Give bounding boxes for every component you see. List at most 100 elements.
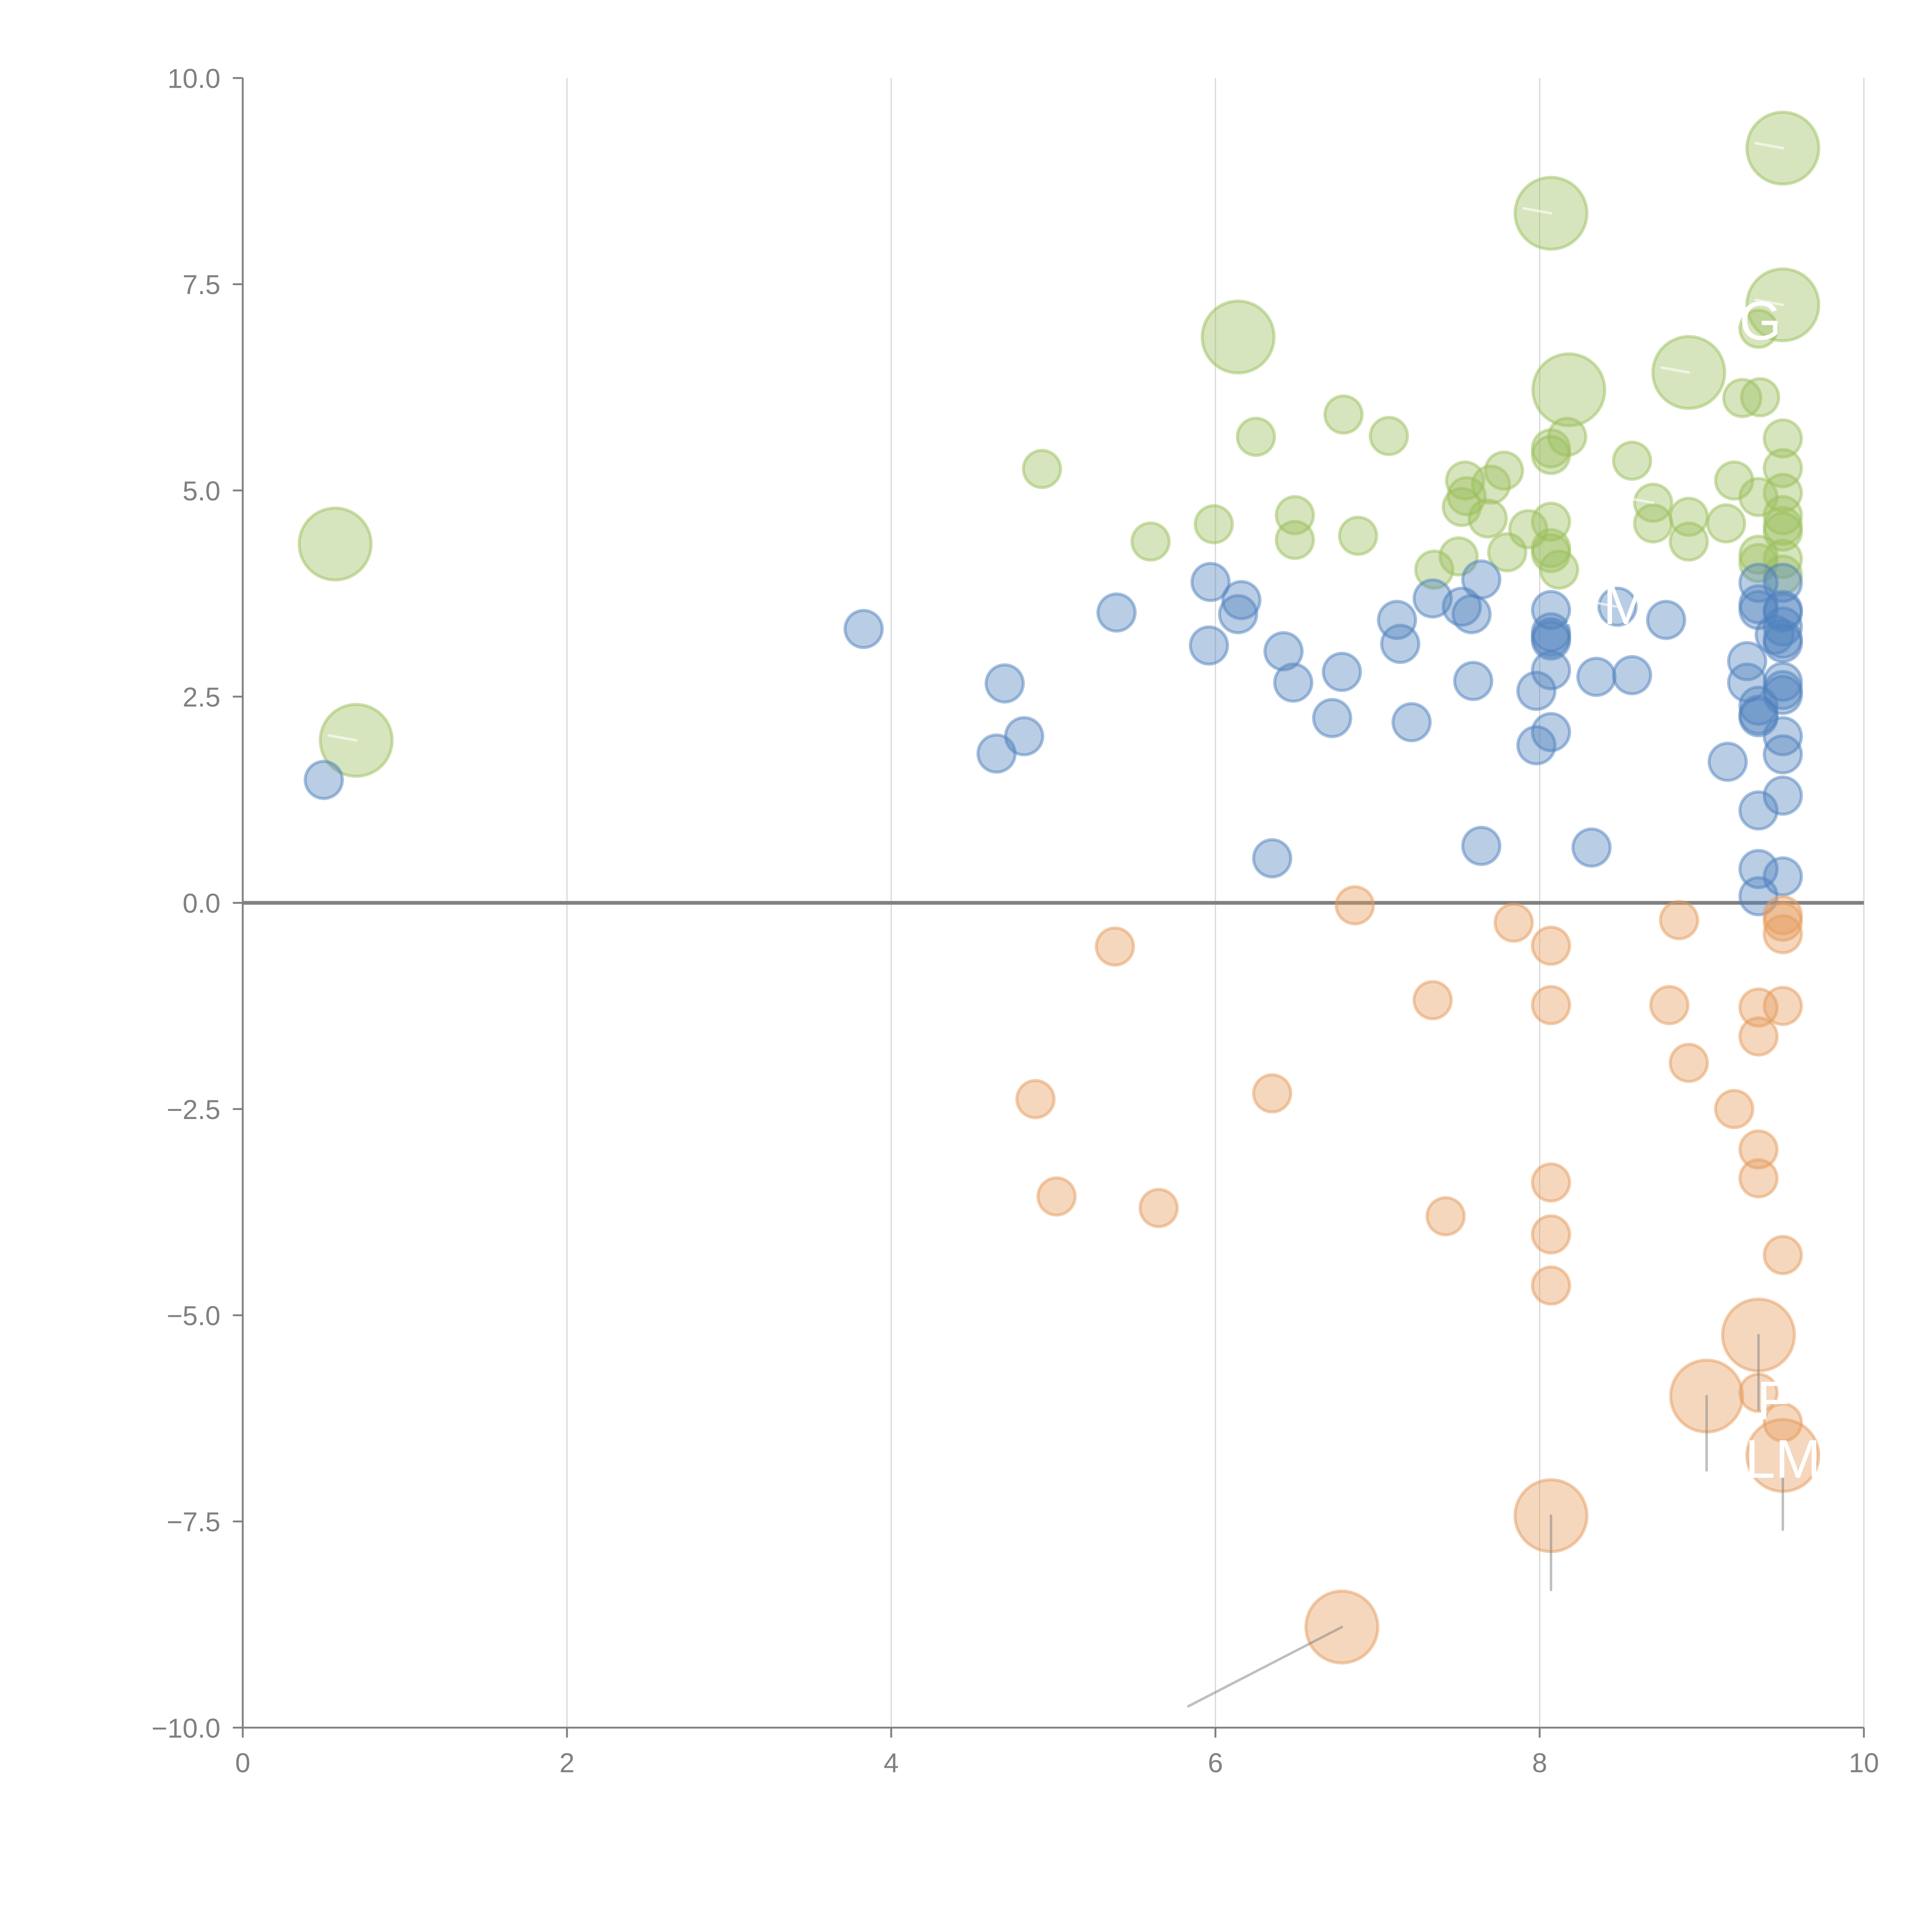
- orange-bubble: [1412, 980, 1453, 1020]
- blue-bubble: [1273, 662, 1313, 703]
- blue-bubble: [1738, 685, 1779, 726]
- x-tick-label: 4: [884, 1748, 899, 1778]
- green-bubble: [1762, 473, 1803, 513]
- orange-bubble: [1762, 914, 1803, 954]
- blue-bubble: [1380, 624, 1420, 664]
- blue-bubble: [1221, 580, 1262, 621]
- blue-bubble: [1461, 559, 1502, 600]
- blue-bubble: [1571, 827, 1612, 868]
- green-bubble: [1275, 520, 1315, 560]
- blue-bubble: [1321, 651, 1362, 692]
- x-tick-label: 2: [560, 1748, 575, 1778]
- x-tick-label: 10: [1849, 1748, 1879, 1778]
- green-bubble: [1547, 417, 1588, 457]
- blue-bubble: [1391, 702, 1432, 743]
- blue-bubble: [1189, 625, 1229, 666]
- point-label: F: [1757, 1370, 1790, 1431]
- orange-bubble: [1252, 1073, 1293, 1114]
- green-bubble: [298, 507, 373, 582]
- green-bubble: [1323, 394, 1364, 435]
- blue-bubble: [1762, 623, 1803, 663]
- blue-bubble: [1531, 712, 1571, 752]
- orange-bubble: [1668, 1043, 1709, 1083]
- x-tick-label: 6: [1208, 1748, 1223, 1778]
- blue-bubble: [1646, 600, 1686, 640]
- orange-bubble: [1738, 1016, 1779, 1057]
- blue-bubble: [1190, 562, 1231, 602]
- orange-bubble: [1531, 1214, 1571, 1255]
- y-tick-label: 10.0: [167, 63, 220, 94]
- x-tick-label: 0: [235, 1748, 250, 1778]
- green-bubble: [1022, 449, 1062, 489]
- blue-bubble: [1461, 826, 1502, 866]
- label-leader-line: [1754, 298, 1784, 306]
- green-bubble: [1531, 352, 1607, 427]
- blue-bubble: [1263, 631, 1304, 672]
- green-bubble: [1414, 549, 1454, 590]
- blue-bubble: [1738, 790, 1779, 831]
- y-tick-label: 7.5: [182, 269, 220, 300]
- label-leader-line: [1660, 366, 1690, 374]
- blue-bubble: [1576, 656, 1617, 697]
- x-axis-ticks: 0 2 4 6 8 10: [235, 1728, 1879, 1778]
- blue-bubble: [1762, 606, 1803, 647]
- orange-bubble: [1649, 985, 1690, 1026]
- orange-bubble: [1762, 901, 1803, 942]
- green-bubble: [1668, 521, 1709, 562]
- orange-bubble: [1659, 900, 1699, 940]
- orange-bubble: [1335, 885, 1375, 926]
- orange-bubble: [1531, 1162, 1571, 1203]
- blue-bubble: [1531, 650, 1571, 690]
- label-leader-line: [328, 734, 358, 742]
- blue-bubble: [1762, 675, 1803, 715]
- label-leader-line: [1589, 600, 1619, 608]
- blue-bubble: [1531, 620, 1571, 661]
- green-bubble: [1236, 417, 1276, 457]
- y-tick-label: −5.0: [167, 1300, 220, 1331]
- green-bubble: [1338, 515, 1378, 556]
- point-label: AM: [1567, 575, 1649, 636]
- green-bubble: [1612, 440, 1652, 481]
- y-tick-label: −2.5: [167, 1094, 220, 1125]
- green-bubble: [1740, 377, 1781, 418]
- point-label: LM: [1745, 1428, 1821, 1489]
- green-bubble: [1369, 416, 1409, 456]
- blue-bubble: [1762, 856, 1803, 897]
- orange-bubble: [1762, 1402, 1803, 1443]
- orange-bubble: [1095, 926, 1135, 967]
- label-leader-line: [1754, 142, 1784, 150]
- blue-bubble: [1096, 592, 1137, 633]
- label-leaders: [328, 142, 1784, 1708]
- y-tick-label: −10.0: [151, 1713, 220, 1743]
- green-bubble: [1633, 503, 1673, 544]
- orange-bubble: [1036, 1176, 1077, 1217]
- label-leader-line: [1624, 497, 1655, 504]
- green-bubble: [1484, 450, 1524, 491]
- blue-bubble: [1727, 641, 1767, 682]
- orange-bubble: [1531, 985, 1571, 1026]
- blue-bubble: [1612, 655, 1652, 696]
- blue-bubble: [1762, 734, 1803, 775]
- green-bubble: [1201, 299, 1276, 375]
- green-bubble: [1762, 495, 1803, 536]
- y-tick-label: 5.0: [182, 476, 220, 506]
- x-tick-label: 8: [1532, 1748, 1547, 1778]
- green-bubble: [1130, 521, 1171, 562]
- green-bubble: [1762, 418, 1803, 459]
- orange-bubble: [1738, 1158, 1779, 1199]
- blue-bubble: [1252, 838, 1293, 879]
- label-leader-line: [1522, 207, 1553, 215]
- blue-bubble: [1708, 742, 1748, 782]
- green-bubble: [1468, 498, 1508, 539]
- orange-bubble: [1138, 1188, 1179, 1228]
- orange-bubble: [1531, 925, 1571, 966]
- blue-bubble: [1531, 590, 1571, 630]
- orange-bubble: [1531, 1265, 1571, 1306]
- blue-bubble: [1218, 594, 1259, 634]
- y-axis-ticks: 10.0 7.5 5.0 2.5 0.0 −2.5 −5.0 −7.5 −10.0: [151, 63, 243, 1743]
- blue-bubble: [1738, 849, 1779, 889]
- blue-bubble: [1516, 670, 1557, 711]
- orange-bubble: [1493, 902, 1534, 943]
- orange-bubble: [1762, 986, 1803, 1026]
- orange-bubble: [1015, 1079, 1056, 1119]
